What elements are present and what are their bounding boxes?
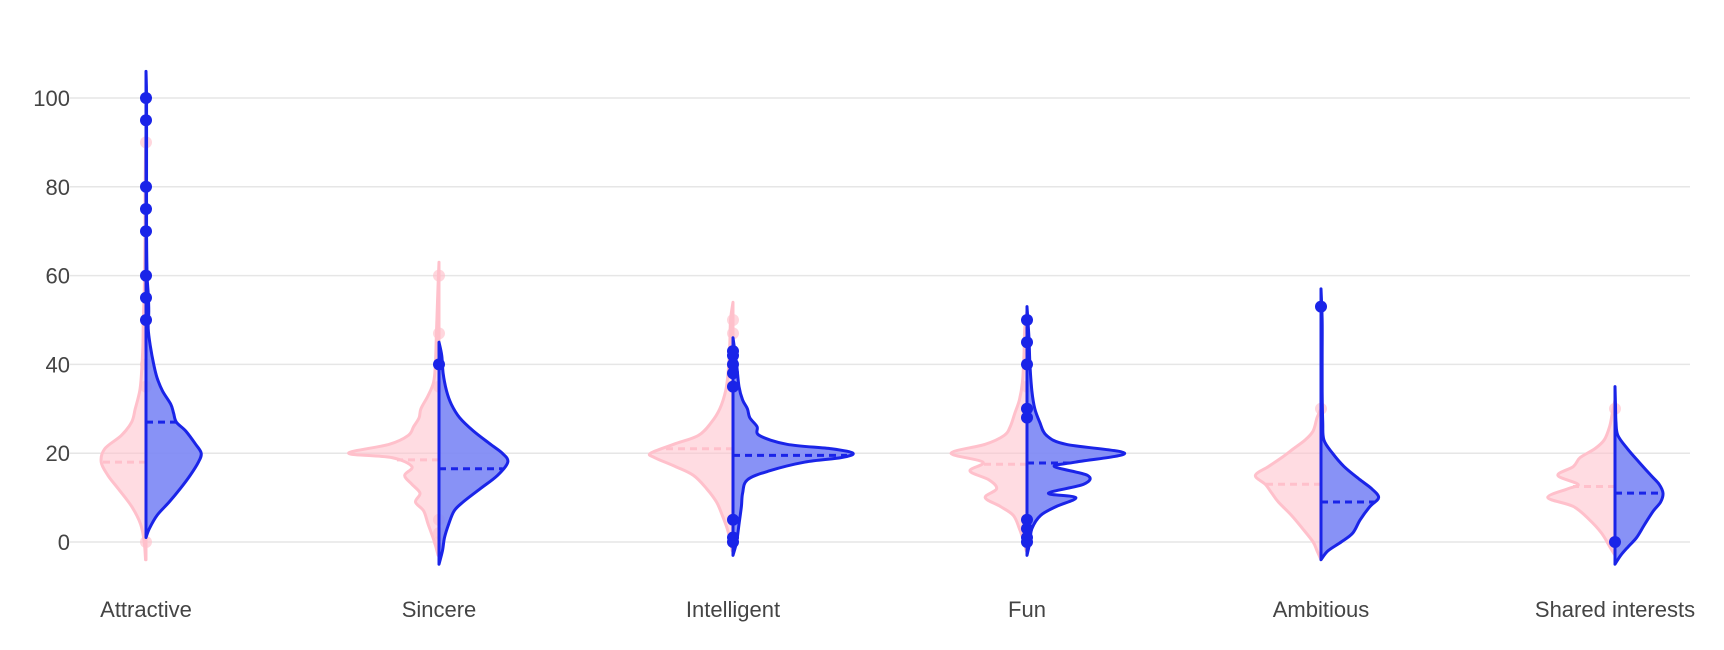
- data-point: [727, 345, 739, 358]
- data-point: [727, 513, 739, 526]
- violin-body: [647, 300, 735, 553]
- data-point: [727, 314, 739, 326]
- x-category-label: Ambitious: [1273, 597, 1370, 622]
- x-category-label: Fun: [1008, 597, 1046, 622]
- data-point: [1609, 536, 1621, 548]
- y-tick-label: 80: [46, 175, 70, 200]
- violin-left-3: [949, 309, 1033, 553]
- y-tick-label: 0: [58, 530, 70, 555]
- violin-body: [347, 260, 441, 557]
- violin-left-4: [1253, 402, 1327, 562]
- x-category-label: Intelligent: [686, 597, 780, 622]
- violin-right-4: [1315, 287, 1381, 562]
- data-point: [1021, 531, 1033, 544]
- violin-left-2: [647, 300, 739, 553]
- data-point: [140, 291, 152, 304]
- data-point: [1021, 358, 1033, 371]
- data-point: [727, 358, 739, 371]
- data-point: [1021, 411, 1033, 424]
- data-point: [1021, 402, 1033, 415]
- violin-body: [144, 69, 203, 540]
- data-point: [1021, 522, 1033, 535]
- violin-body: [1025, 305, 1127, 557]
- data-point: [727, 531, 739, 544]
- data-point: [1021, 336, 1033, 349]
- y-tick-label: 40: [46, 352, 70, 377]
- data-point: [140, 92, 152, 104]
- violin-body: [1613, 385, 1665, 566]
- data-point: [140, 269, 152, 282]
- y-tick-label: 20: [46, 441, 70, 466]
- data-point: [433, 327, 445, 340]
- data-point: [433, 358, 445, 371]
- violin-left-0: [99, 132, 152, 562]
- data-point: [727, 367, 739, 380]
- violin-layer: [99, 69, 1665, 566]
- data-point: [727, 380, 739, 393]
- violin-body: [437, 340, 510, 566]
- y-tick-label: 100: [33, 86, 70, 111]
- x-category-label: Attractive: [100, 597, 192, 622]
- grid-layer: [70, 97, 1690, 543]
- x-category-label: Sincere: [402, 597, 477, 622]
- data-point: [727, 327, 739, 340]
- data-point: [140, 114, 152, 127]
- violin-body: [1253, 407, 1323, 562]
- violin-left-5: [1546, 398, 1621, 557]
- data-point: [433, 269, 445, 282]
- data-point: [1021, 513, 1033, 526]
- violin-right-5: [1609, 385, 1665, 566]
- violin-body: [99, 132, 148, 562]
- violin-right-3: [1021, 305, 1127, 557]
- x-category-label: Shared interests: [1535, 597, 1695, 622]
- violin-body: [1319, 287, 1381, 562]
- axis-layer: 0 20 40 60 80 100 Attractive Sincere Intelligent…: [33, 86, 1695, 622]
- violin-body: [731, 336, 855, 557]
- violin-left-1: [347, 260, 445, 557]
- data-point: [1021, 314, 1033, 326]
- violin-body: [949, 309, 1029, 553]
- violin-right-1: [433, 340, 510, 566]
- data-point: [140, 180, 152, 193]
- data-point: [140, 536, 152, 548]
- y-tick-label: 60: [46, 264, 70, 289]
- violin-right-2: [727, 336, 855, 557]
- data-point: [140, 314, 152, 326]
- violin-body: [1546, 398, 1617, 557]
- data-point: [140, 225, 152, 238]
- violin-right-0: [140, 69, 203, 540]
- data-point: [140, 203, 152, 215]
- data-point: [1315, 300, 1327, 313]
